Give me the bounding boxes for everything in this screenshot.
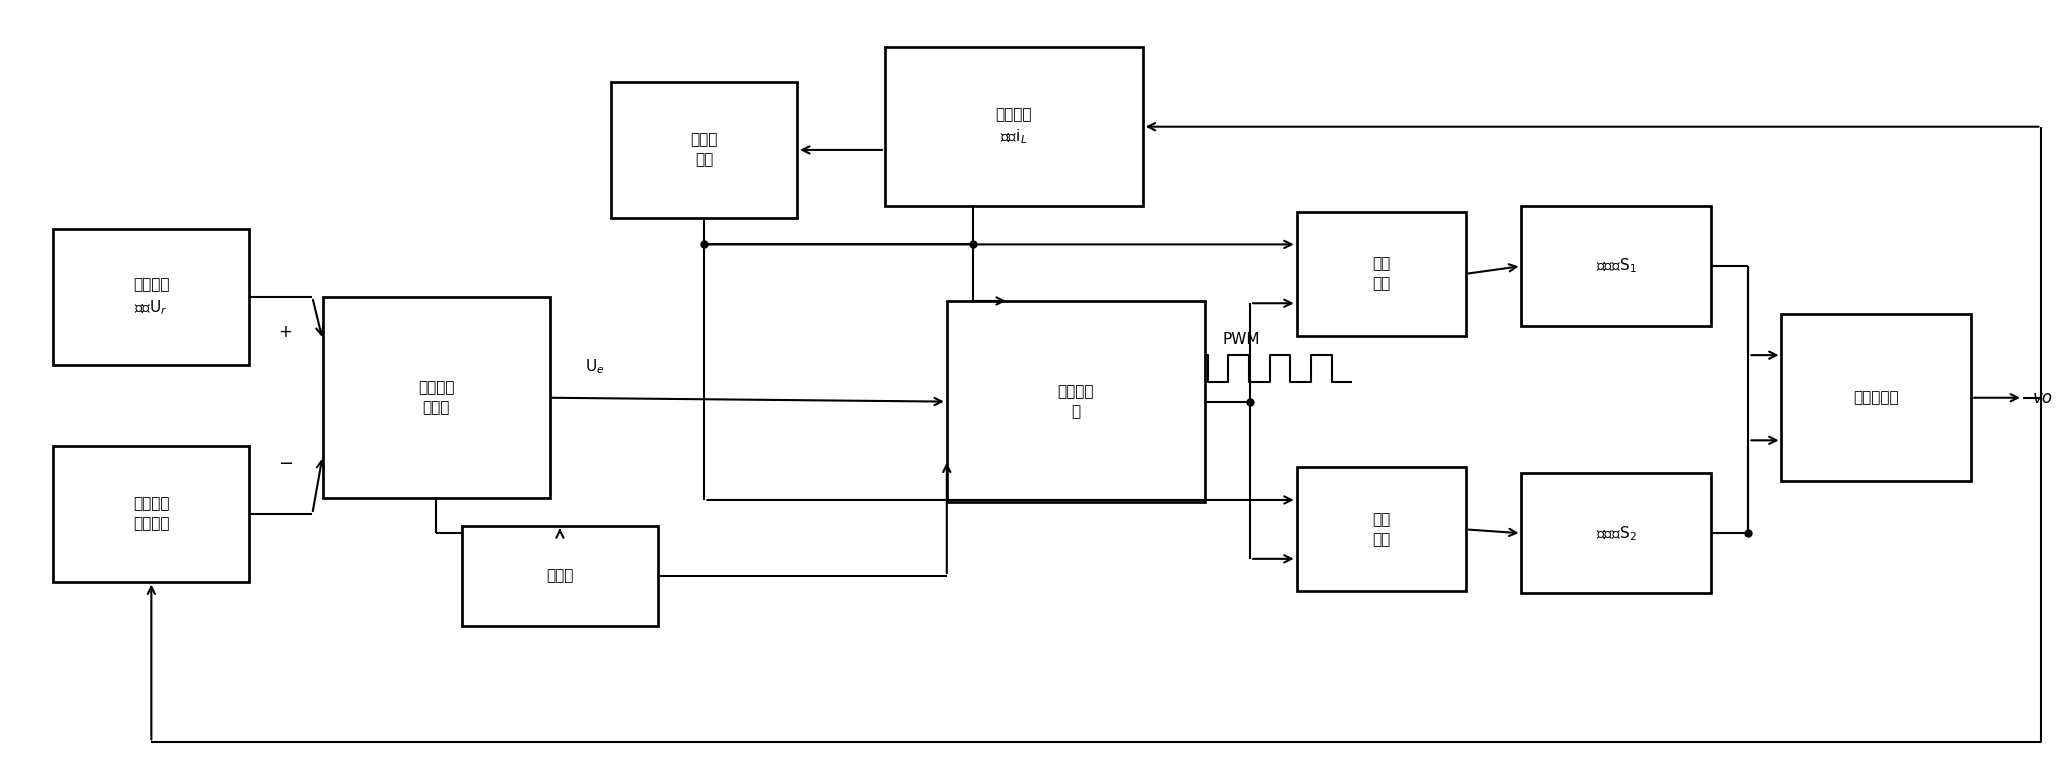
Text: 低通滤波器: 低通滤波器 (1854, 390, 1899, 406)
Text: 功率管S$_2$: 功率管S$_2$ (1595, 524, 1637, 543)
Text: 第二
与门: 第二 与门 (1372, 512, 1390, 547)
Text: 滤波电感
电流i$_L$: 滤波电感 电流i$_L$ (995, 107, 1032, 147)
Text: +: + (279, 323, 292, 341)
Bar (1297, 212, 1465, 335)
Text: 电压误差
放大器: 电压误差 放大器 (418, 381, 455, 415)
Text: 输出电压
反馈信号: 输出电压 反馈信号 (132, 497, 170, 531)
Text: 功率管S$_1$: 功率管S$_1$ (1595, 257, 1637, 275)
Text: −: − (277, 455, 294, 473)
Bar (948, 301, 1204, 502)
Text: PWM: PWM (1223, 332, 1260, 347)
Text: 电流调节
器: 电流调节 器 (1057, 385, 1095, 419)
Bar (1781, 314, 1972, 481)
Bar (54, 229, 250, 365)
Text: U$_e$: U$_e$ (586, 357, 604, 376)
Bar (1521, 206, 1711, 326)
Text: vo: vo (2034, 388, 2052, 406)
Text: 第一
与门: 第一 与门 (1372, 257, 1390, 291)
Text: 电压基准
信号U$_r$: 电压基准 信号U$_r$ (132, 278, 170, 317)
Bar (612, 82, 797, 218)
Bar (461, 526, 658, 626)
Bar (886, 48, 1142, 206)
Bar (1297, 467, 1465, 591)
Text: 反相器: 反相器 (546, 569, 573, 583)
Bar (1521, 473, 1711, 594)
Text: 过零比
较器: 过零比 较器 (691, 133, 718, 168)
Bar (54, 446, 250, 582)
Bar (323, 297, 550, 498)
